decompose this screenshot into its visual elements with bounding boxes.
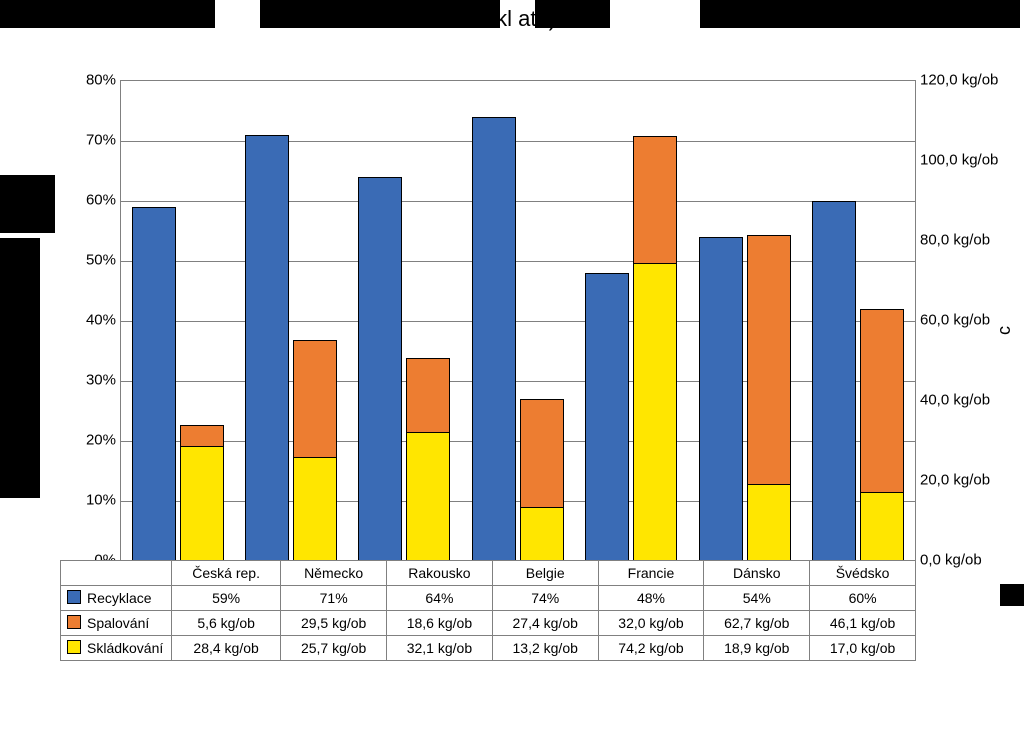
bar-stacked [520, 399, 564, 561]
chart-title-row: Nakl ata) [0, 0, 1024, 40]
table-cell: 27,4 kg/ob [492, 611, 598, 636]
bar-recycling [472, 117, 516, 561]
bar-group [234, 81, 347, 561]
bar-group [688, 81, 801, 561]
table-cell: 32,0 kg/ob [598, 611, 704, 636]
y-right-tick-label: 80,0 kg/ob [920, 232, 1020, 249]
table-cell: Švédsko [810, 561, 916, 586]
table-cell: Rakousko [387, 561, 493, 586]
table-cell: 74,2 kg/ob [598, 636, 704, 661]
table-cell: 25,7 kg/ob [281, 636, 387, 661]
bar-stacked [180, 425, 224, 561]
table-cell: Francie [598, 561, 704, 586]
y-left-tick-label: 40% [56, 312, 116, 329]
table-cell: 18,6 kg/ob [387, 611, 493, 636]
table-cell: 32,1 kg/ob [387, 636, 493, 661]
bar-recycling [132, 207, 176, 561]
y-left-tick-label: 60% [56, 192, 116, 209]
bar-recycling [585, 273, 629, 561]
segment-incineration [748, 235, 790, 485]
bar-recycling [358, 177, 402, 561]
segment-incineration [861, 309, 903, 492]
bar-group [801, 81, 914, 561]
y-left-tick-label: 70% [56, 132, 116, 149]
table-row: Recyklace59%71%64%74%48%54%60% [61, 586, 916, 611]
table-cell: 13,2 kg/ob [492, 636, 598, 661]
table-cell: 62,7 kg/ob [704, 611, 810, 636]
table-row: Spalování5,6 kg/ob29,5 kg/ob18,6 kg/ob27… [61, 611, 916, 636]
occlusion-block [700, 0, 1020, 28]
bar-stacked [293, 340, 337, 561]
bar-stacked [406, 358, 450, 561]
table-cell: 48% [598, 586, 704, 611]
table-cell: 59% [172, 586, 281, 611]
table-cell: 18,9 kg/ob [704, 636, 810, 661]
segment-landfill [407, 432, 449, 560]
segment-incineration [634, 136, 676, 263]
y-left-tick-label: 50% [56, 252, 116, 269]
segment-landfill [294, 457, 336, 560]
data-table: Česká rep.NěmeckoRakouskoBelgieFrancieDá… [60, 560, 916, 661]
segment-landfill [181, 446, 223, 560]
y-left-tick-label: 30% [56, 372, 116, 389]
segment-incineration [407, 358, 449, 431]
occlusion-block [1000, 584, 1024, 606]
table-cell: Německo [281, 561, 387, 586]
y-right-tick-label: 20,0 kg/ob [920, 472, 1020, 489]
table-cell: Belgie [492, 561, 598, 586]
row-header: Recyklace [61, 586, 172, 611]
y-right-tick-label: 40,0 kg/ob [920, 392, 1020, 409]
segment-landfill [521, 507, 563, 560]
occlusion-block [0, 238, 40, 498]
bar-group [121, 81, 234, 561]
bar-group [461, 81, 574, 561]
y-left-tick-label: 10% [56, 492, 116, 509]
occlusion-block [0, 0, 215, 28]
bar-group [348, 81, 461, 561]
bar-recycling [245, 135, 289, 561]
table-cell: 71% [281, 586, 387, 611]
occlusion-block [0, 175, 55, 233]
table-cell: Česká rep. [172, 561, 281, 586]
table-cell: 28,4 kg/ob [172, 636, 281, 661]
row-header: Spalování [61, 611, 172, 636]
segment-incineration [521, 399, 563, 508]
plot-area [120, 80, 916, 562]
segment-incineration [181, 425, 223, 446]
bar-recycling [812, 201, 856, 561]
segment-landfill [634, 263, 676, 560]
y-left-tick-label: 80% [56, 72, 116, 89]
y-left-tick-label: 20% [56, 432, 116, 449]
bar-recycling [699, 237, 743, 561]
bar-stacked [860, 309, 904, 561]
occlusion-block [260, 0, 500, 28]
table-cell: 60% [810, 586, 916, 611]
bar-stacked [633, 136, 677, 561]
table-cell: 64% [387, 586, 493, 611]
table-cell: 17,0 kg/ob [810, 636, 916, 661]
segment-landfill [861, 492, 903, 560]
table-cell: 29,5 kg/ob [281, 611, 387, 636]
segment-landfill [748, 484, 790, 560]
table-cell: Dánsko [704, 561, 810, 586]
occlusion-block [535, 0, 610, 28]
row-header [61, 561, 172, 586]
bar-group [575, 81, 688, 561]
y-right-tick-label: 0,0 kg/ob [920, 552, 1020, 569]
y-right-tick-label: 120,0 kg/ob [920, 72, 1020, 89]
row-header: Skládkování [61, 636, 172, 661]
table-cell: 5,6 kg/ob [172, 611, 281, 636]
table-cell: 54% [704, 586, 810, 611]
bar-stacked [747, 235, 791, 561]
table-cell: 74% [492, 586, 598, 611]
table-row: Skládkování28,4 kg/ob25,7 kg/ob32,1 kg/o… [61, 636, 916, 661]
table-row: Česká rep.NěmeckoRakouskoBelgieFrancieDá… [61, 561, 916, 586]
y-axis-right-title: c [994, 326, 1015, 335]
y-right-tick-label: 100,0 kg/ob [920, 152, 1020, 169]
table-cell: 46,1 kg/ob [810, 611, 916, 636]
segment-incineration [294, 340, 336, 457]
chart-outer: 0%10%20%30%40%50%60%70%80% 0,0 kg/ob20,0… [0, 40, 1024, 740]
